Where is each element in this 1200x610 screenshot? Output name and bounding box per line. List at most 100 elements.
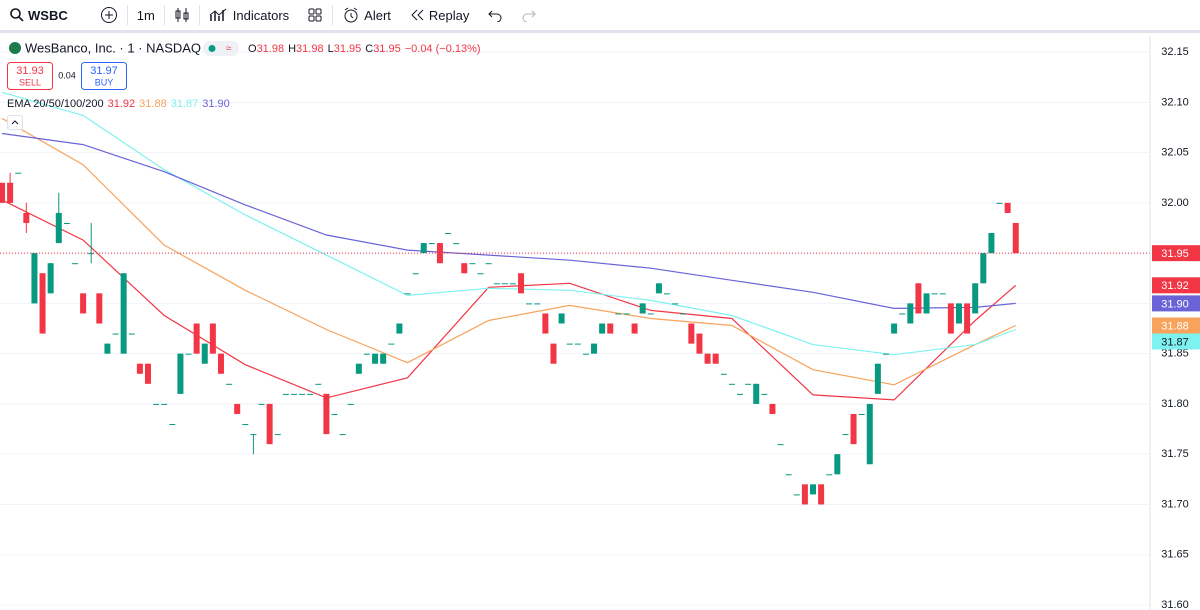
legend: WesBanco, Inc. · 1 · NASDAQ ≈ O31.98 H31.…	[7, 40, 481, 130]
candle-body	[996, 202, 1003, 204]
candle-body	[331, 413, 338, 415]
candle-body	[688, 323, 695, 344]
candle-body	[891, 323, 898, 334]
candle-body	[193, 323, 200, 354]
candle-body	[404, 293, 411, 295]
ohlc-legend: O31.98 H31.98 L31.95 C31.95 −0.04 (−0.13%)	[248, 43, 481, 55]
candle-body	[810, 484, 816, 495]
candle-body	[599, 323, 606, 334]
sell-label: SELL	[19, 77, 41, 87]
candle-body	[964, 303, 971, 334]
symbol-search[interactable]: WSBC	[0, 0, 77, 32]
candle-body	[704, 353, 711, 364]
candle-body	[274, 434, 281, 436]
redo-button[interactable]	[512, 0, 546, 32]
candle-body	[209, 323, 216, 354]
candle-body	[526, 303, 533, 305]
symbol-title: WesBanco, Inc. · 1 · NASDAQ	[25, 40, 201, 55]
candle-body	[882, 353, 889, 355]
layout-button[interactable]	[298, 0, 332, 32]
alert-icon	[344, 7, 358, 23]
separator	[332, 5, 334, 25]
y-tick-label: 32.10	[1161, 96, 1189, 108]
candle-body	[923, 293, 930, 314]
candle-body	[534, 303, 541, 305]
candle-body	[947, 303, 954, 334]
candle-body	[631, 323, 638, 334]
ema-tag-label: 31.90	[1161, 298, 1189, 310]
sell-button[interactable]	[7, 62, 53, 90]
y-tick-label: 31.75	[1161, 448, 1189, 460]
candle-body	[185, 353, 192, 355]
candle-body	[469, 263, 476, 265]
candle-body	[834, 454, 841, 475]
candle-body	[47, 263, 54, 294]
candle-body	[623, 313, 630, 315]
indicators-icon	[209, 8, 227, 21]
undo-button[interactable]	[478, 0, 512, 32]
candle-body	[63, 222, 70, 224]
low-value: 31.95	[334, 43, 362, 55]
candle-body	[7, 182, 14, 203]
candle-body	[420, 243, 427, 254]
candle-body	[372, 353, 379, 364]
price-tag-label: 31.95	[1161, 248, 1189, 260]
price-tag	[1152, 245, 1200, 262]
candle-body	[615, 313, 622, 315]
candle-body	[680, 313, 687, 315]
buy-button[interactable]	[81, 62, 127, 90]
undo-icon	[488, 10, 502, 22]
chart-type-button[interactable]	[165, 0, 199, 32]
ema-line	[1, 91, 1016, 356]
candle-body	[80, 293, 87, 314]
candle-body	[826, 474, 833, 476]
indicator-label: EMA 20/50/100/200	[7, 98, 104, 110]
candle-body	[355, 363, 362, 374]
compare-button[interactable]	[91, 0, 127, 32]
candle-body	[315, 383, 322, 385]
candle-body	[566, 343, 573, 345]
candle-body	[477, 273, 484, 275]
candle-body	[136, 363, 143, 374]
candle-body	[955, 303, 962, 324]
indicators-label: Indicators	[232, 7, 290, 23]
candle-body	[453, 243, 460, 245]
candle-body	[931, 293, 938, 295]
candle-body	[169, 424, 176, 426]
candle-body	[347, 403, 354, 405]
candle-body	[558, 313, 565, 324]
alert-button[interactable]: Alert	[333, 0, 400, 32]
collapse-button[interactable]	[7, 115, 23, 130]
interval-button[interactable]: 1m	[128, 0, 164, 32]
candle-body	[550, 343, 557, 364]
candle-body	[518, 273, 525, 294]
candle-body	[1012, 222, 1019, 254]
ema-tag	[1152, 333, 1200, 350]
y-tick-label: 31.60	[1161, 599, 1189, 610]
candle-body	[234, 403, 241, 414]
ema-tag	[1152, 295, 1200, 312]
ema-tag-label: 31.88	[1161, 320, 1189, 332]
low-label: L	[328, 43, 334, 55]
candle-body	[242, 424, 249, 426]
grid	[0, 51, 1150, 606]
candle-body	[493, 283, 500, 285]
replay-button[interactable]: Replay	[400, 0, 478, 32]
ema-tag	[1152, 317, 1200, 334]
indicators-button[interactable]: Indicators	[200, 0, 298, 32]
candle-body	[793, 494, 800, 496]
candle-body	[39, 273, 46, 334]
indicator-legend: EMA 20/50/100/200 31.92 31.88 31.87 31.90	[7, 98, 230, 110]
candle-body	[0, 182, 5, 203]
change-value: −0.04 (−0.13%)	[405, 43, 481, 55]
candle-body	[461, 263, 468, 274]
candle-body	[307, 393, 314, 395]
candle-body	[428, 243, 435, 245]
candle-body	[144, 363, 151, 384]
spread: 0.04	[58, 70, 76, 80]
candle-body	[445, 233, 452, 235]
candle-body	[509, 283, 516, 285]
ema-legend-value: 31.87	[171, 98, 199, 110]
candle-body	[899, 313, 906, 315]
